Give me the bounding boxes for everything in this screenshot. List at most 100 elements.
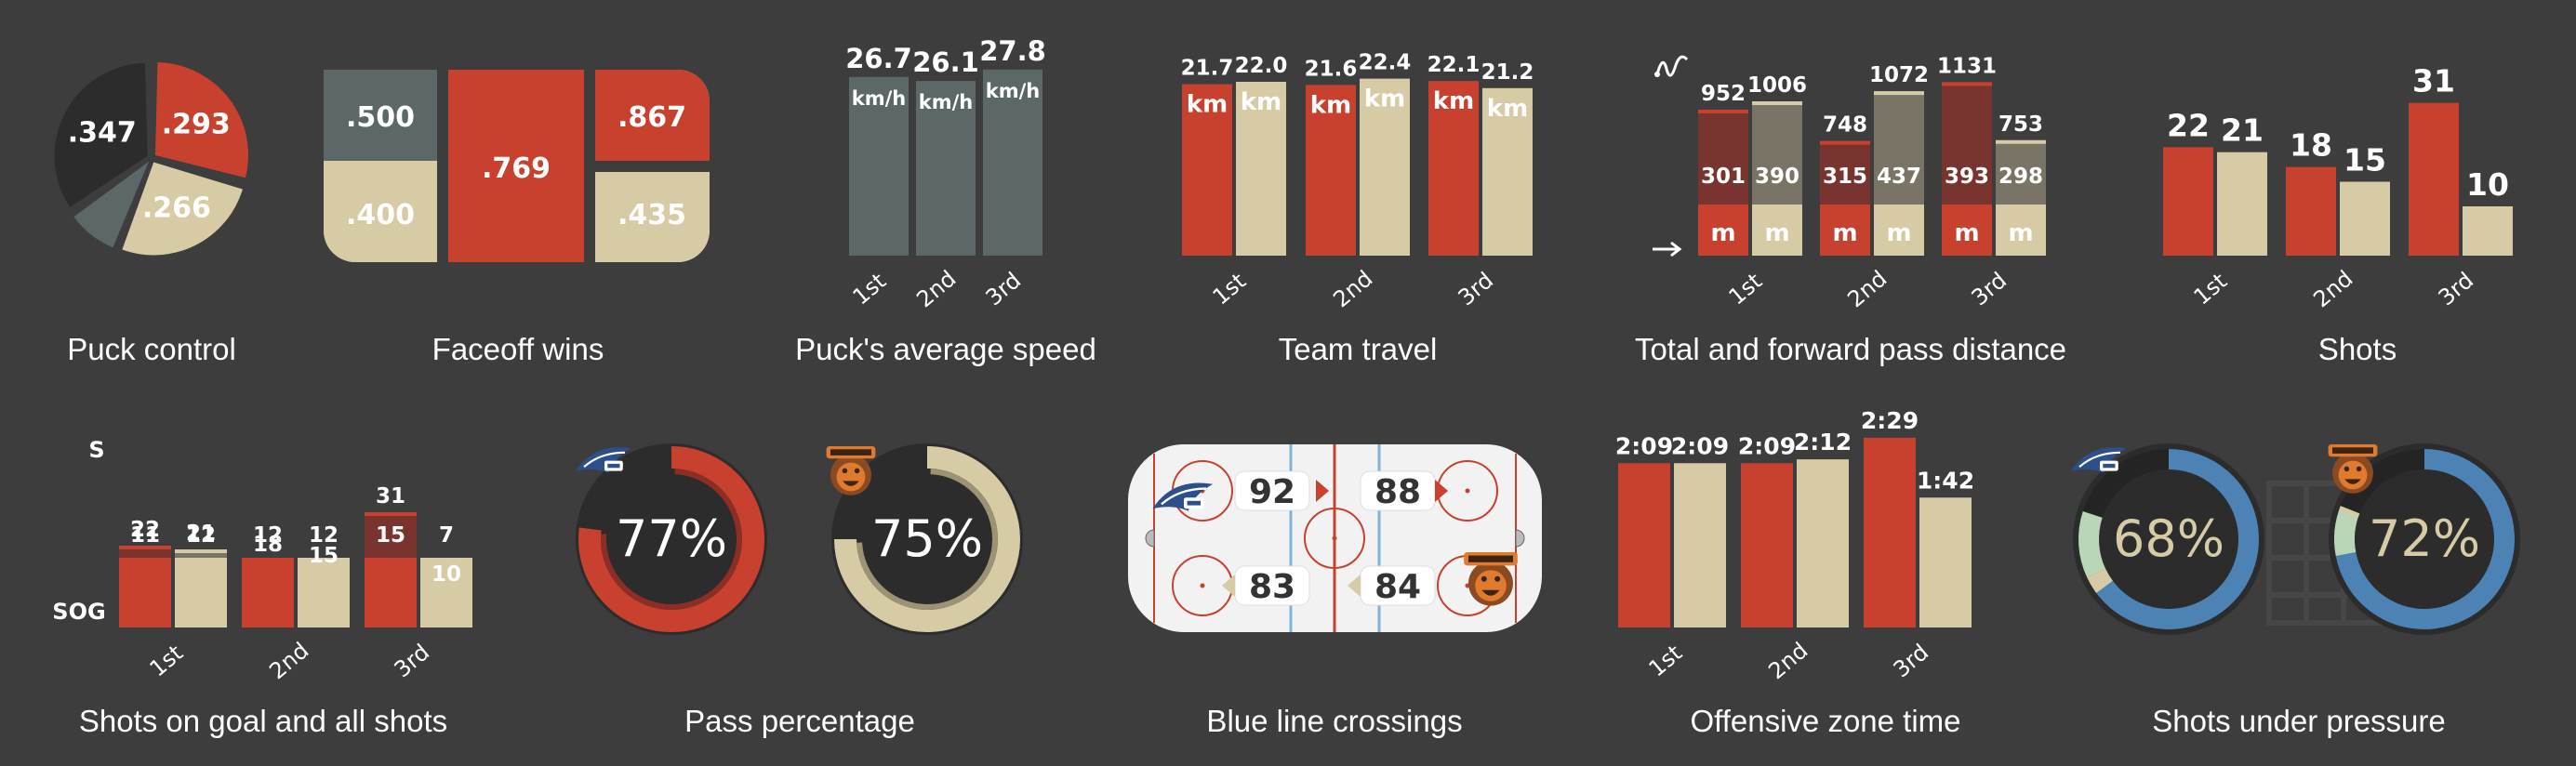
wild-wings-logo bbox=[607, 463, 620, 469]
caption-blue-line: Blue line crossings bbox=[1206, 704, 1463, 738]
pie-slice bbox=[54, 62, 148, 207]
grizzlys-logo bbox=[1475, 570, 1507, 601]
shots-bar bbox=[2340, 181, 2390, 256]
pass-total-label: 1006 bbox=[1747, 73, 1807, 98]
travel-unit-label: km bbox=[1187, 91, 1228, 119]
pass-total-bar bbox=[1942, 82, 1992, 205]
grizzlys-logo bbox=[1468, 555, 1513, 562]
grizzlys-logo bbox=[1481, 575, 1487, 582]
tick-label: 3rd bbox=[2434, 267, 2479, 310]
speed-value-label: 27.8 bbox=[979, 35, 1046, 67]
rink-value: 84 bbox=[1374, 568, 1421, 606]
shots-value-label: 21 bbox=[2221, 112, 2264, 149]
pass-forward-label: 437 bbox=[1877, 165, 1921, 189]
zone-time-bar bbox=[1864, 437, 1916, 627]
sog-shots-label: 21 bbox=[186, 522, 216, 546]
sog-shots-label: 18 bbox=[253, 533, 283, 557]
pass-forward-bar bbox=[1874, 205, 1924, 256]
grizzlys-logo bbox=[842, 468, 848, 474]
zone-time-bar bbox=[1674, 463, 1726, 627]
pass-percentage-label: 75% bbox=[871, 509, 983, 568]
grizzlys-logo bbox=[836, 462, 866, 492]
travel-unit-label: km bbox=[1433, 87, 1474, 115]
puck-control-chart: .293 .266 .347 bbox=[54, 62, 248, 256]
pressure-ring-accent bbox=[2338, 506, 2360, 518]
rink-value: 92 bbox=[1249, 473, 1295, 511]
grizzlys-logo bbox=[2332, 447, 2373, 454]
faceoff-cell-right-bottom bbox=[595, 172, 710, 262]
tick-label: 1st bbox=[145, 640, 188, 681]
shots-bar bbox=[2286, 166, 2336, 256]
zone-time-label: 2:09 bbox=[1738, 432, 1796, 459]
shots-value-label: 22 bbox=[2167, 107, 2210, 143]
caption-offensive-zone: Offensive zone time bbox=[1690, 704, 1961, 738]
pass-ring-inner-arc bbox=[601, 469, 742, 610]
pass-total-cap bbox=[1996, 139, 2046, 144]
caption-pass-percentage: Pass percentage bbox=[684, 704, 915, 738]
rink-faceoff-dot bbox=[1465, 488, 1470, 494]
tick-label: 1st bbox=[1208, 268, 1251, 310]
pass-total-label: 1072 bbox=[1869, 63, 1929, 87]
travel-value-label: 22.1 bbox=[1427, 53, 1481, 77]
wild-wings-logo bbox=[1152, 482, 1214, 511]
pass-curve-icon bbox=[1655, 55, 1689, 77]
shots-pressure-chart: 68% 72% bbox=[2071, 443, 2520, 635]
travel-bar bbox=[1482, 87, 1533, 256]
shots-chart: 22 21 1st 18 15 2nd 31 10 3rd bbox=[2163, 63, 2513, 312]
pass-total-bar bbox=[1874, 91, 1924, 205]
pass-total-cap bbox=[1752, 101, 1802, 106]
pass-unit-label: m bbox=[1954, 219, 1979, 247]
faceoff-divider bbox=[595, 161, 710, 172]
travel-value-label: 21.2 bbox=[1481, 60, 1534, 85]
zone-time-bar bbox=[1741, 463, 1793, 627]
grizzlys-logo bbox=[2338, 460, 2368, 490]
sog-shots-label: 15 bbox=[309, 544, 339, 568]
grizzlys-logo bbox=[826, 446, 876, 495]
pass-total-bar bbox=[1698, 109, 1748, 205]
zone-time-bar bbox=[1797, 459, 1849, 627]
pressure-ring-center bbox=[2359, 474, 2490, 604]
pass-forward-label: 298 bbox=[1998, 165, 2043, 189]
shots-value-label: 15 bbox=[2344, 142, 2386, 178]
pass-forward-bar bbox=[1942, 205, 1992, 256]
pass-total-cap bbox=[1942, 82, 1992, 86]
tick-label: 2nd bbox=[264, 637, 313, 684]
shots-value-label: 10 bbox=[2466, 166, 2509, 203]
pass-total-label: 1131 bbox=[1937, 54, 1997, 78]
tick-label: 2nd bbox=[1842, 265, 1892, 312]
pressure-ring-extra bbox=[2078, 511, 2106, 578]
wild-wings-logo bbox=[2103, 463, 2116, 469]
pass-ring-inner-arc bbox=[856, 469, 998, 610]
travel-value-label: 22.4 bbox=[1359, 51, 1412, 75]
tick-label: 3rd bbox=[1454, 267, 1499, 310]
caption-puck-speed: Puck's average speed bbox=[795, 332, 1096, 366]
wild-wings-logo bbox=[583, 451, 626, 469]
pressure-percentage-label: 72% bbox=[2369, 509, 2480, 568]
tick-label: 3rd bbox=[390, 639, 435, 682]
sog-label: 15 bbox=[376, 523, 405, 548]
pie-slice bbox=[154, 62, 248, 178]
faceoff-cell-left-top-corner bbox=[324, 70, 437, 161]
grizzlys-logo bbox=[1481, 589, 1500, 596]
rink-value: 88 bbox=[1374, 473, 1421, 511]
pass-total-cap bbox=[1698, 109, 1748, 113]
row-label-shots: S bbox=[88, 437, 104, 463]
rink-faceoff-dot bbox=[1200, 583, 1205, 588]
speed-value-label: 26.7 bbox=[845, 43, 912, 74]
travel-value-label: 21.6 bbox=[1305, 57, 1358, 81]
zone-time-label: 1:42 bbox=[1917, 467, 1974, 494]
faceoff-value: .867 bbox=[617, 101, 686, 134]
grizzlys-logo bbox=[843, 481, 859, 486]
tick-label: 2nd bbox=[1763, 637, 1812, 684]
caption-team-travel: Team travel bbox=[1278, 332, 1438, 366]
faceoff-value: .435 bbox=[617, 199, 686, 231]
pass-total-label: 952 bbox=[1701, 82, 1746, 106]
pass-curve-icon bbox=[1654, 72, 1660, 77]
wild-wings-logo bbox=[1161, 487, 1207, 506]
pressure-ring-extra bbox=[2334, 506, 2360, 557]
wild-wings-logo bbox=[2071, 447, 2127, 473]
tick-label: 3rd bbox=[1889, 639, 1934, 682]
team-travel-chart: 21.7km22.0km1st21.6km22.4km2nd22.1km21.2… bbox=[1181, 51, 1534, 313]
sog-shots-cap bbox=[365, 512, 417, 516]
